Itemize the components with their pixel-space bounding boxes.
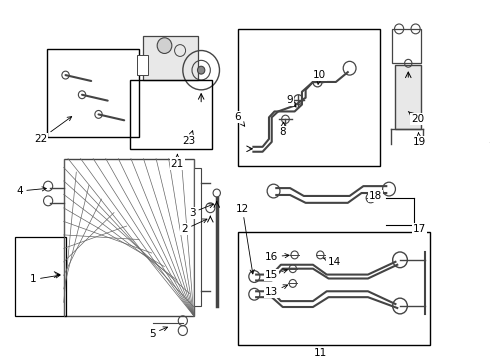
Text: 22: 22 (34, 117, 72, 144)
Text: 7: 7 (489, 142, 490, 152)
Text: 10: 10 (313, 70, 326, 84)
Bar (194, 168, 201, 306)
Text: 20: 20 (408, 112, 424, 124)
Text: 6: 6 (235, 112, 245, 126)
Circle shape (157, 38, 172, 54)
Text: 19: 19 (413, 133, 426, 147)
Circle shape (197, 66, 205, 74)
Bar (238, 29, 380, 166)
Text: 5: 5 (149, 327, 168, 338)
Text: 2: 2 (181, 219, 207, 234)
Bar (130, 80, 212, 149)
Text: 4: 4 (16, 186, 46, 196)
Bar (392, 29, 421, 63)
Bar (395, 65, 421, 129)
Bar (137, 55, 148, 75)
Bar (47, 49, 139, 137)
Text: 15: 15 (265, 269, 288, 280)
Text: 23: 23 (183, 131, 196, 146)
Bar (144, 36, 198, 80)
Text: 9: 9 (287, 95, 296, 107)
Text: 1: 1 (30, 274, 60, 284)
Text: 16: 16 (265, 252, 289, 262)
Text: 18: 18 (368, 191, 382, 201)
Text: 21: 21 (171, 154, 184, 168)
Text: 11: 11 (314, 348, 327, 358)
Bar (15, 237, 66, 316)
Text: 12: 12 (236, 204, 254, 274)
Bar (64, 159, 194, 316)
Text: 8: 8 (279, 122, 286, 137)
Text: 17: 17 (413, 224, 426, 234)
Text: 14: 14 (323, 257, 341, 267)
Bar (238, 232, 430, 345)
Text: 13: 13 (265, 285, 288, 297)
Text: 3: 3 (189, 204, 213, 218)
